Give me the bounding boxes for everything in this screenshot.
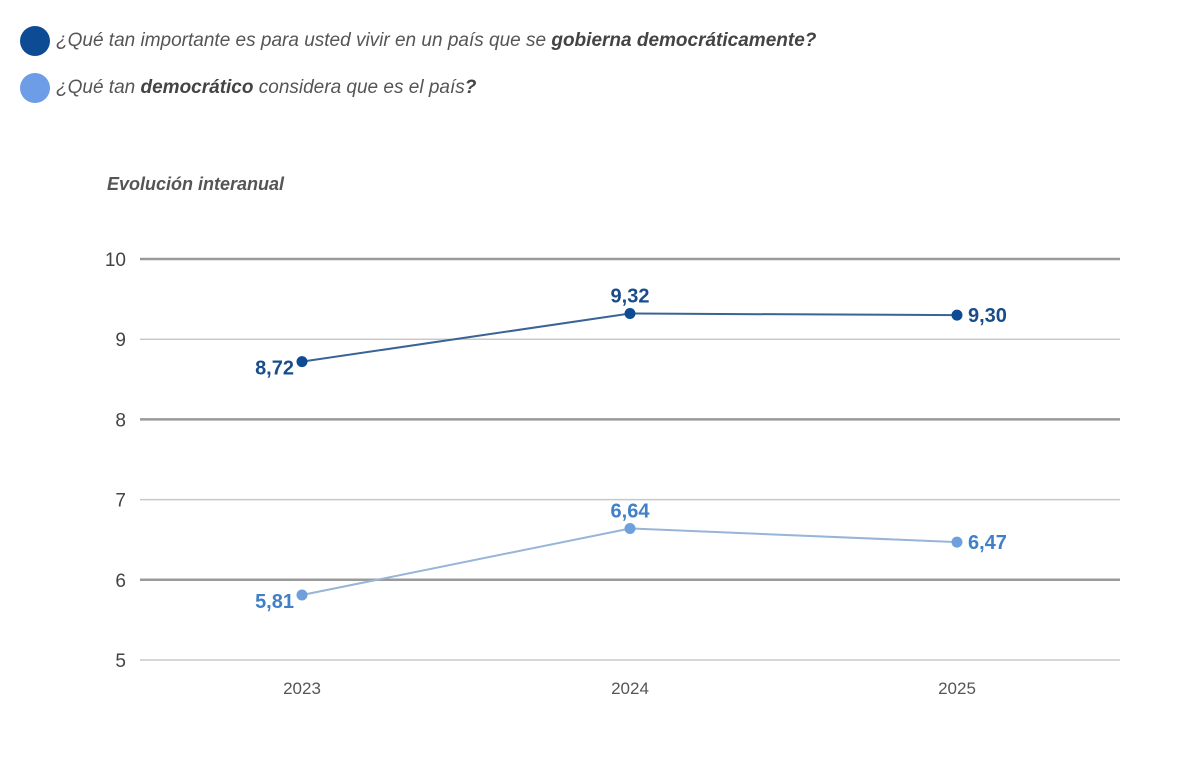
y-tick-label: 8 bbox=[115, 410, 126, 431]
series-line bbox=[301, 312, 958, 363]
legend-label: ¿Qué tan democrático considera que es el… bbox=[56, 77, 477, 98]
data-label: 5,81 bbox=[255, 591, 294, 613]
data-label: 9,30 bbox=[968, 305, 1007, 327]
legend-marker-icon bbox=[20, 73, 50, 103]
data-label: 6,64 bbox=[611, 500, 651, 522]
data-point bbox=[296, 356, 308, 368]
x-tick-label: 2023 bbox=[283, 679, 321, 698]
legend-item: ¿Qué tan democrático considera que es el… bbox=[20, 73, 816, 103]
y-tick-label: 6 bbox=[115, 571, 126, 592]
data-label: 9,32 bbox=[611, 286, 650, 308]
legend-item: ¿Qué tan importante es para usted vivir … bbox=[20, 26, 816, 56]
x-tick-label: 2024 bbox=[611, 679, 649, 698]
data-point bbox=[624, 522, 636, 534]
data-point bbox=[624, 308, 636, 320]
data-point bbox=[951, 536, 963, 548]
data-label: 8,72 bbox=[255, 358, 294, 380]
y-tick-label: 7 bbox=[115, 491, 126, 512]
data-point bbox=[296, 589, 308, 601]
y-tick-label: 10 bbox=[105, 250, 126, 271]
x-tick-label: 2025 bbox=[938, 679, 976, 698]
data-point bbox=[951, 309, 963, 321]
chart-legend: ¿Qué tan importante es para usted vivir … bbox=[20, 26, 816, 120]
y-tick-label: 9 bbox=[115, 330, 126, 351]
chart-subtitle: Evolución interanual bbox=[107, 174, 285, 194]
y-tick-label: 5 bbox=[115, 651, 126, 672]
legend-label: ¿Qué tan importante es para usted vivir … bbox=[56, 30, 817, 51]
data-label: 6,47 bbox=[968, 532, 1007, 554]
legend-marker-icon bbox=[20, 26, 50, 56]
series-line bbox=[301, 527, 958, 597]
